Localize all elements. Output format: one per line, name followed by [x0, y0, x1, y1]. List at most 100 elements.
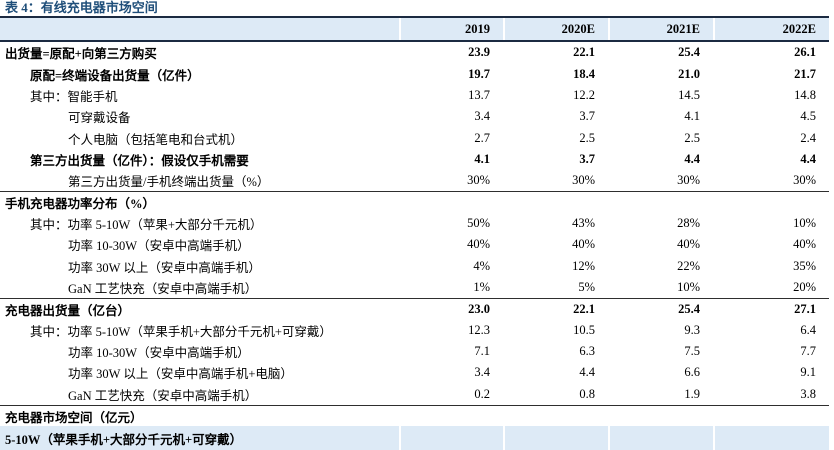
row-label: 第三方出货量（亿件）：假设仅手机需要: [30, 153, 249, 168]
row-label: GaN 工艺快充（安卓中高端手机）: [68, 388, 258, 403]
row-value: 12.3: [468, 322, 490, 337]
row-value: 23.9: [468, 45, 490, 60]
row-value: 21.0: [678, 66, 700, 81]
table-row: 功率 30W 以上（安卓中高端手机） 4% 12% 22% 35%: [0, 255, 829, 276]
header-col-2021e: 2021E: [608, 18, 713, 40]
header-col-2020e: 2020E: [503, 18, 608, 40]
row-value: 40%: [572, 237, 595, 252]
row-value: [713, 192, 829, 212]
row-value: [503, 192, 608, 212]
row-value: [399, 426, 503, 450]
row-value: 10%: [793, 215, 816, 230]
row-value: 0.2: [474, 386, 490, 401]
table-row: GaN 工艺快充（安卓中高端手机） 1% 5% 10% 20%: [0, 277, 829, 298]
table-row: 功率 10-30W（安卓中高端手机） 7.1 6.3 7.5 7.7: [0, 341, 829, 362]
row-value: 7.7: [800, 343, 816, 358]
row-value: 25.4: [678, 301, 700, 316]
row-value: 2.5: [684, 130, 700, 145]
table-row: 充电器市场空间（亿元）: [0, 404, 829, 426]
row-label: 手机充电器功率分布（%）: [5, 197, 156, 212]
row-value: [399, 192, 503, 212]
row-value: 1.9: [684, 386, 700, 401]
row-value: 21.7: [794, 66, 816, 81]
row-value: [503, 426, 608, 450]
row-label: 可穿戴设备: [68, 111, 131, 126]
row-label: 功率 10-30W（安卓中高端手机）: [68, 239, 250, 254]
row-value: 3.8: [800, 386, 816, 401]
row-value: 18.4: [573, 66, 595, 81]
row-label: 充电器出货量（亿台）: [5, 303, 131, 318]
row-value: 4.1: [684, 109, 700, 124]
row-label: 其中：功率 5-10W（苹果+大部分千元机）: [30, 217, 263, 232]
row-value: [608, 192, 713, 212]
row-value: 35%: [793, 258, 816, 273]
row-value: 2.5: [579, 130, 595, 145]
row-value: 4.4: [579, 365, 595, 380]
row-value: 7.1: [474, 343, 490, 358]
row-label: 个人电脑（包括笔电和台式机）: [68, 132, 244, 147]
table-row: 第三方出货量（亿件）：假设仅手机需要 4.1 3.7 4.4 4.4: [0, 149, 829, 170]
row-value: 20%: [793, 279, 816, 294]
row-value: [713, 406, 829, 426]
row-value: 25.4: [678, 45, 700, 60]
row-value: 50%: [467, 215, 490, 230]
row-value: 6.4: [800, 322, 816, 337]
row-value: 4.5: [800, 109, 816, 124]
row-value: 6.3: [579, 343, 595, 358]
row-value: 4.4: [800, 151, 816, 166]
table-row: 其中：智能手机 13.7 12.2 14.5 14.8: [0, 85, 829, 106]
table-header-row: 2019 2020E 2021E 2022E: [0, 18, 829, 42]
table-row: 功率 30W 以上（安卓中高端手机+电脑） 3.4 4.4 6.6 9.1: [0, 362, 829, 383]
row-value: 5%: [578, 279, 595, 294]
row-value: 14.8: [794, 87, 816, 102]
row-value: 4%: [473, 258, 490, 273]
row-value: 22.1: [573, 301, 595, 316]
header-col-2022e: 2022E: [713, 18, 829, 40]
row-value: 4.1: [474, 151, 490, 166]
row-value: 40%: [677, 237, 700, 252]
table-row: 第三方出货量/手机终端出货量（%） 30% 30% 30% 30%: [0, 170, 829, 191]
row-value: 10.5: [573, 322, 595, 337]
row-label: 第三方出货量/手机终端出货量（%）: [68, 175, 270, 190]
table-row: 手机充电器功率分布（%）: [0, 191, 829, 212]
row-value: 3.4: [474, 109, 490, 124]
row-value: 2.4: [800, 130, 816, 145]
market-space-table: 2019 2020E 2021E 2022E 出货量=原配+向第三方购买 23.9…: [0, 16, 829, 450]
row-value: 30%: [467, 173, 490, 188]
row-value: [608, 406, 713, 426]
row-value: 26.1: [794, 45, 816, 60]
row-value: 3.7: [579, 109, 595, 124]
row-value: 40%: [467, 237, 490, 252]
row-value: 22.1: [573, 45, 595, 60]
row-value: 30%: [572, 173, 595, 188]
row-value: 28%: [677, 215, 700, 230]
row-label: 功率 30W 以上（安卓中高端手机）: [68, 260, 261, 275]
row-label: 功率 30W 以上（安卓中高端手机+电脑）: [68, 367, 293, 382]
row-value: 3.7: [579, 151, 595, 166]
row-label: 原配=终端设备出货量（亿件）: [30, 68, 200, 83]
table-row: 出货量=原配+向第三方购买 23.9 22.1 25.4 26.1: [0, 42, 829, 63]
row-value: 23.0: [468, 301, 490, 316]
row-value: 43%: [572, 215, 595, 230]
row-value: 30%: [677, 173, 700, 188]
row-value: 2.7: [474, 130, 490, 145]
row-value: 6.6: [684, 365, 700, 380]
row-label: 其中：智能手机: [30, 89, 118, 104]
row-label: 其中：功率 5-10W（苹果手机+大部分千元机+可穿戴）: [30, 324, 332, 339]
table-row: 其中：功率 5-10W（苹果手机+大部分千元机+可穿戴） 12.3 10.5 9.3 6…: [0, 319, 829, 340]
row-value: 9.3: [684, 322, 700, 337]
row-value: 7.5: [684, 343, 700, 358]
row-value: [713, 426, 829, 450]
row-value: 14.5: [678, 87, 700, 102]
row-value: 30%: [793, 173, 816, 188]
row-value: 9.1: [800, 365, 816, 380]
row-value: 13.7: [468, 87, 490, 102]
row-value: 12%: [572, 258, 595, 273]
table-row: 原配=终端设备出货量（亿件） 19.7 18.4 21.0 21.7: [0, 63, 829, 84]
row-value: 10%: [677, 279, 700, 294]
table-row: 充电器出货量（亿台） 23.0 22.1 25.4 27.1: [0, 298, 829, 319]
row-value: 3.4: [474, 365, 490, 380]
row-label: 出货量=原配+向第三方购买: [5, 47, 157, 62]
row-value: 40%: [793, 237, 816, 252]
